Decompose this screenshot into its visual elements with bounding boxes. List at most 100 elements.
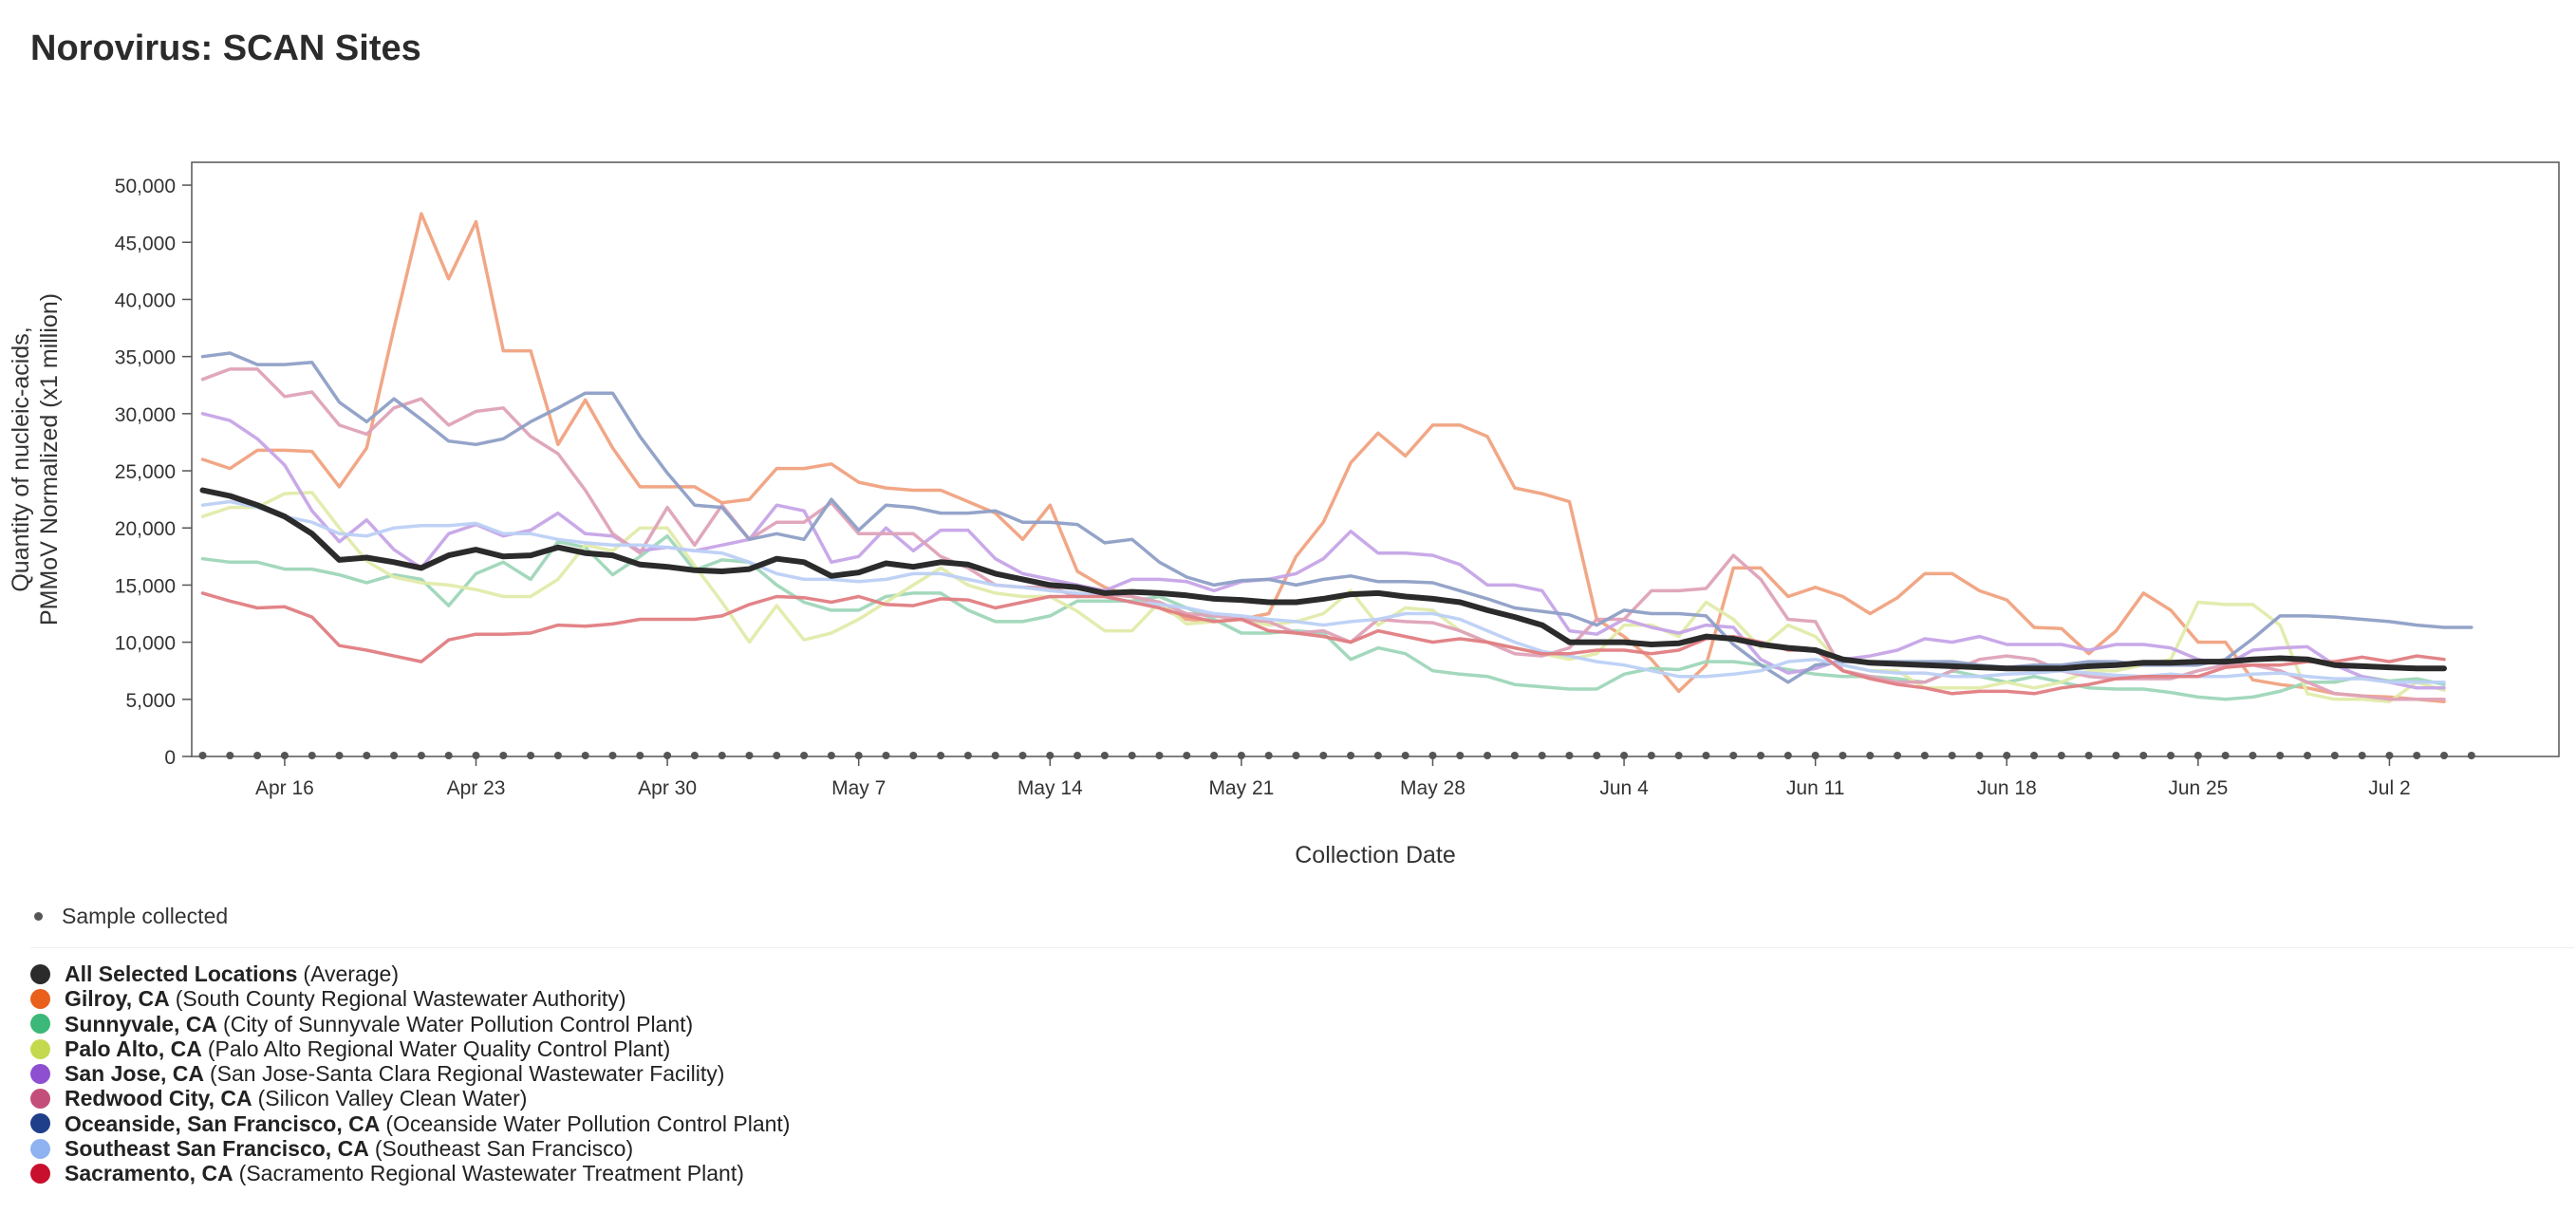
sample-collected-dot bbox=[390, 752, 399, 759]
sample-collected-dot bbox=[1948, 752, 1956, 759]
legend-swatch-icon bbox=[30, 1063, 50, 1084]
sample-collected-dot bbox=[226, 752, 234, 759]
sample-collected-dot bbox=[1565, 752, 1574, 759]
sample-collected-dot bbox=[1401, 752, 1409, 759]
y-tick-label: 45,000 bbox=[115, 233, 176, 254]
sample-collected-dot bbox=[1811, 752, 1820, 759]
legend-facility-name: (Palo Alto Regional Water Quality Contro… bbox=[207, 1036, 671, 1061]
legend-item[interactable]: Sunnyvale, CA (City of Sunnyvale Water Po… bbox=[30, 1012, 790, 1036]
legend-facility-name: (Sacramento Regional Wastewater Treatmen… bbox=[238, 1161, 744, 1186]
y-tick-label: 0 bbox=[164, 747, 176, 769]
sample-collected-dot bbox=[2276, 752, 2285, 759]
legend-swatch-icon bbox=[30, 1113, 50, 1134]
sample-collected-dot bbox=[1620, 752, 1629, 759]
x-tick-label: Jun 25 bbox=[2168, 777, 2228, 799]
sample-collected-dot bbox=[553, 752, 562, 759]
sample-collected-dot bbox=[2057, 752, 2065, 759]
sample-collected-dot bbox=[2249, 752, 2257, 759]
sample-collected-dot bbox=[2084, 752, 2093, 759]
sample-collected-dot bbox=[335, 752, 344, 759]
legend-location-name: Sunnyvale, CA bbox=[65, 1011, 218, 1036]
legend-item[interactable]: All Selected Locations (Average) bbox=[30, 961, 790, 986]
sample-collected-dot bbox=[308, 752, 316, 759]
sample-collected-dot bbox=[991, 752, 999, 759]
sample-dot-icon bbox=[34, 912, 43, 921]
legend-location-name: Palo Alto, CA bbox=[65, 1036, 202, 1061]
legend-swatch-icon bbox=[30, 1089, 50, 1110]
x-tick-label: May 28 bbox=[1400, 777, 1465, 799]
y-tick-label: 15,000 bbox=[115, 575, 176, 597]
sample-collected-dot bbox=[2003, 752, 2011, 759]
legend-facility-name: (City of Sunnyvale Water Pollution Contr… bbox=[223, 1011, 694, 1036]
x-tick-label: Jun 4 bbox=[1599, 777, 1649, 799]
legend-swatch-icon bbox=[30, 963, 50, 984]
legend-location-name: Redwood City, CA bbox=[65, 1086, 252, 1111]
legend-item[interactable]: Southeast San Francisco, CA (Southeast Sa… bbox=[30, 1136, 790, 1161]
sample-collected-dot bbox=[1975, 752, 1984, 759]
sample-collected-dot bbox=[2193, 752, 2202, 759]
sample-collected-dot bbox=[1237, 752, 1245, 759]
series-line-sacramento-ca bbox=[200, 591, 2446, 696]
sample-collected-dot bbox=[1729, 752, 1738, 759]
sample-collected-dot bbox=[1100, 752, 1109, 759]
legend-facility-name: (Silicon Valley Clean Water) bbox=[257, 1086, 528, 1111]
x-tick-label: May 21 bbox=[1208, 777, 1274, 799]
sample-collected-dot bbox=[745, 752, 754, 759]
sample-collected-dot bbox=[1894, 752, 1902, 759]
x-tick-label: Jun 11 bbox=[1786, 777, 1845, 799]
sample-collected-dot bbox=[2112, 752, 2120, 759]
sample-collected-dot bbox=[2358, 752, 2366, 759]
y-axis-title-line-1: Quantity of nucleic-acids, bbox=[8, 327, 34, 591]
y-tick-label: 40,000 bbox=[115, 289, 176, 311]
sample-collected-dot bbox=[1183, 752, 1191, 759]
sample-collected-dot bbox=[1484, 752, 1492, 759]
x-tick-label: Apr 30 bbox=[638, 777, 697, 799]
legend-facility-name: (Average) bbox=[303, 961, 399, 986]
x-tick-label: May 7 bbox=[831, 777, 886, 799]
legend-item[interactable]: Redwood City, CA (Silicon Valley Clean Wa… bbox=[30, 1086, 790, 1110]
sample-collected-dot bbox=[2221, 752, 2230, 759]
series-line-all-selected-locations bbox=[199, 487, 2447, 672]
legend-item[interactable]: Oceanside, San Francisco, CA (Oceanside W… bbox=[30, 1111, 790, 1136]
sample-collected-label: Sample collected bbox=[62, 904, 229, 928]
legend-location-name: Sacramento, CA bbox=[65, 1161, 233, 1186]
legend-swatch-icon bbox=[30, 1014, 50, 1035]
series-line-san-jose-ca bbox=[200, 412, 2446, 690]
legend-item[interactable]: Sacramento, CA (Sacramento Regional Waste… bbox=[30, 1161, 790, 1185]
sample-collected-dot bbox=[527, 752, 535, 759]
x-tick-label: Apr 23 bbox=[447, 777, 506, 799]
sample-collected-dot bbox=[2413, 752, 2421, 759]
sample-collected-dot bbox=[663, 752, 672, 759]
y-tick-label: 25,000 bbox=[115, 461, 176, 483]
sample-collected-dot bbox=[1757, 752, 1765, 759]
series-line-palo-alto-ca bbox=[200, 491, 2446, 703]
sample-collected-dot bbox=[1510, 752, 1519, 759]
y-axis-title-line-2: PMMoV Normalized (x1 million) bbox=[36, 293, 63, 625]
sample-collected-dot bbox=[1866, 752, 1875, 759]
page-title: Norovirus: SCAN Sites bbox=[30, 28, 421, 68]
sample-collected-dot bbox=[963, 752, 972, 759]
legend-item[interactable]: San Jose, CA (San Jose-Santa Clara Region… bbox=[30, 1061, 790, 1086]
sample-collected-legend: Sample collected bbox=[30, 904, 228, 929]
legend-swatch-icon bbox=[30, 1138, 50, 1159]
legend-facility-name: (San Jose-Santa Clara Regional Wastewate… bbox=[210, 1061, 725, 1087]
series-line-gilroy-ca bbox=[200, 212, 2446, 703]
sample-collected-dot bbox=[1647, 752, 1655, 759]
series-line-southeast-san-francisco-ca bbox=[200, 499, 2446, 684]
sample-collected-dot bbox=[827, 752, 835, 759]
y-tick-label: 50,000 bbox=[115, 176, 176, 197]
x-tick-label: Jul 2 bbox=[2368, 777, 2410, 799]
sample-collected-dot bbox=[909, 752, 918, 759]
legend-item[interactable]: Palo Alto, CA (Palo Alto Regional Water Q… bbox=[30, 1036, 790, 1061]
sample-collected-dot bbox=[773, 752, 781, 759]
sample-collected-dot bbox=[1155, 752, 1164, 759]
y-tick-label: 30,000 bbox=[115, 404, 176, 426]
sample-collected-dot bbox=[1920, 752, 1929, 759]
x-tick-label: Apr 16 bbox=[255, 777, 314, 799]
y-tick-label: 35,000 bbox=[115, 347, 176, 369]
legend-item[interactable]: Gilroy, CA (South County Regional Wastewa… bbox=[30, 986, 790, 1011]
legend-location-name: Southeast San Francisco, CA bbox=[65, 1136, 369, 1162]
sample-collected-dot bbox=[1428, 752, 1437, 759]
sample-collected-dot bbox=[608, 752, 617, 759]
y-tick-label: 10,000 bbox=[115, 633, 176, 655]
